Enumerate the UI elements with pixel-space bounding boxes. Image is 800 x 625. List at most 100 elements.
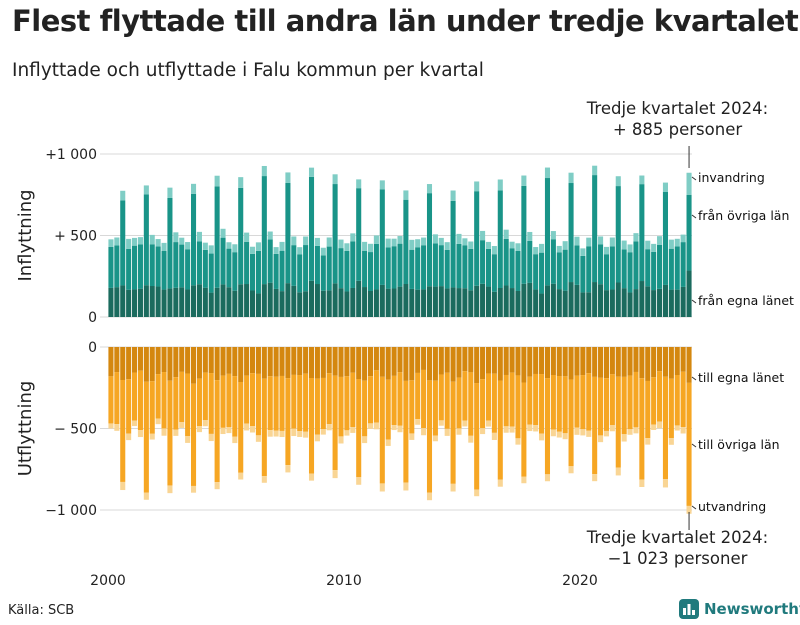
bar-segment	[161, 242, 167, 251]
bar-segment	[120, 379, 126, 482]
bar-segment	[562, 433, 568, 440]
bar-segment	[598, 377, 604, 436]
bar-segment	[114, 287, 120, 317]
series-label: från övriga län	[698, 208, 789, 223]
bar-segment	[297, 254, 303, 293]
bar-segment	[126, 433, 132, 441]
bar-segment	[137, 430, 143, 438]
bar-segment	[674, 375, 680, 426]
bar-segment	[244, 347, 250, 376]
bar-segment	[202, 420, 208, 427]
bar-segment	[220, 347, 226, 376]
bar-segment	[397, 243, 403, 287]
bar-segment	[668, 378, 674, 439]
bar-segment	[208, 373, 214, 434]
bar-segment	[603, 254, 609, 291]
bar-segment	[291, 374, 297, 429]
bar-segment	[126, 289, 132, 317]
bar-segment	[137, 237, 143, 245]
bar-segment	[267, 347, 273, 377]
series-label: invandring	[698, 170, 765, 185]
bar-segment	[497, 190, 503, 288]
bar-segment	[149, 286, 155, 317]
bar-segment	[332, 375, 338, 471]
bar-segment	[680, 427, 686, 434]
bar-segment	[674, 347, 680, 375]
bar-segment	[527, 347, 533, 377]
y-tick-label: 0	[88, 340, 97, 356]
bar-segment	[238, 187, 244, 285]
bar-segment	[639, 184, 645, 282]
bar-segment	[645, 380, 651, 439]
bar-segment	[491, 347, 497, 374]
bar-segment	[356, 347, 362, 380]
bar-segment	[297, 292, 303, 317]
bar-segment	[379, 189, 385, 285]
series-label: från egna länet	[698, 293, 794, 308]
bar-segment	[450, 381, 456, 484]
annotation-outflow: Tredje kvartalet 2024: −1 023 personer	[560, 527, 795, 569]
bar-segment	[674, 246, 680, 290]
bar-segment	[609, 374, 615, 426]
bar-segment	[356, 280, 362, 317]
bar-segment	[196, 378, 202, 427]
bar-segment	[291, 245, 297, 286]
bar-segment	[598, 435, 604, 443]
bar-segment	[574, 375, 580, 428]
bar-segment	[179, 347, 185, 372]
bar-segment	[633, 371, 639, 428]
bar-segment	[291, 347, 297, 375]
bar-segment	[273, 376, 279, 431]
bar-segment	[515, 243, 521, 251]
bar-segment	[149, 244, 155, 287]
bar-segment	[586, 373, 592, 431]
bar-segment	[191, 347, 197, 384]
bar-segment	[621, 347, 627, 377]
bar-segment	[132, 347, 138, 373]
bar-segment	[639, 347, 645, 379]
bar-segment	[285, 172, 291, 183]
bar-segment	[639, 175, 645, 185]
bar-segment	[332, 184, 338, 284]
bar-segment	[279, 291, 285, 317]
bar-segment	[633, 427, 639, 434]
bar-segment	[598, 284, 604, 317]
bar-segment	[438, 420, 444, 426]
bar-segment	[303, 431, 309, 438]
bar-segment	[232, 290, 238, 317]
bar-segment	[297, 431, 303, 437]
bar-segment	[415, 239, 421, 248]
bar-segment	[161, 347, 167, 373]
bar-segment	[657, 421, 663, 429]
bar-segment	[350, 372, 356, 428]
bar-segment	[615, 186, 621, 283]
bar-segment	[438, 347, 444, 375]
y-tick-label: + 500	[54, 229, 97, 245]
bar-segment	[403, 380, 409, 483]
bar-segment	[662, 376, 668, 480]
bar-segment	[686, 382, 692, 506]
bar-segment	[120, 347, 126, 380]
bar-segment	[291, 236, 297, 246]
bar-segment	[367, 423, 374, 429]
bar-segment	[314, 347, 320, 379]
bar-segment	[261, 165, 267, 177]
bar-segment	[415, 419, 421, 425]
bar-segment	[397, 347, 403, 373]
bar-segment	[592, 175, 598, 283]
bar-segment	[391, 347, 397, 376]
bar-segment	[173, 287, 179, 317]
bar-segment	[568, 466, 574, 474]
bar-segment	[226, 242, 232, 249]
bar-segment	[456, 347, 462, 378]
bar-segment	[509, 372, 515, 427]
bar-segment	[415, 372, 421, 420]
bar-segment	[556, 347, 562, 377]
bar-segment	[503, 426, 509, 433]
bar-segment	[598, 347, 604, 378]
bar-segment	[297, 247, 303, 255]
bar-segment	[485, 373, 492, 421]
bar-segment	[367, 290, 374, 317]
bar-segment	[191, 193, 197, 286]
bar-segment	[338, 376, 344, 437]
